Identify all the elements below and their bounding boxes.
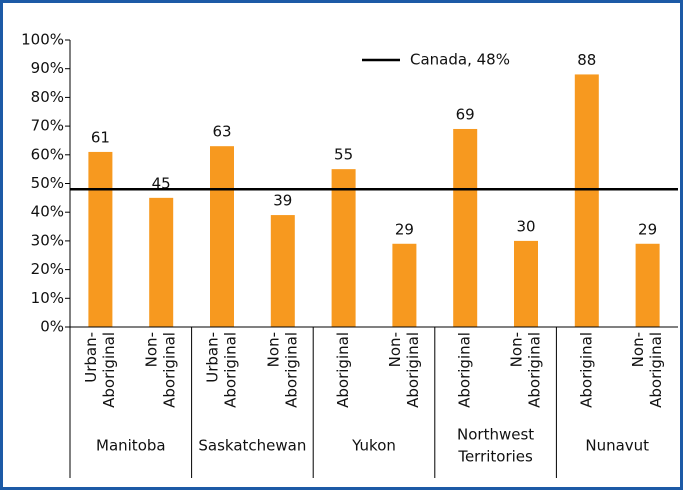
- data-label: 29: [638, 220, 657, 238]
- bar: [453, 128, 478, 327]
- data-label: 55: [334, 146, 353, 164]
- x-tick-label: Aboriginal: [577, 332, 595, 408]
- group-label: Yukon: [351, 437, 396, 455]
- group-label: Territories: [457, 448, 533, 466]
- x-tick-label: Aboriginal: [222, 332, 240, 408]
- y-tick-label: 20%: [31, 260, 64, 278]
- x-tick-label: Aboriginal: [282, 332, 300, 408]
- group-label: Nunavut: [585, 437, 649, 455]
- y-tick-label: 80%: [31, 88, 64, 106]
- x-tick-label: Aboriginal: [100, 332, 118, 408]
- y-tick-label: 10%: [31, 289, 64, 307]
- x-tick-label: Aboriginal: [334, 332, 352, 408]
- bar: [331, 169, 356, 327]
- x-tick-label: Non-: [143, 332, 161, 367]
- x-tick-label: Aboriginal: [456, 332, 474, 408]
- y-tick-label: 40%: [31, 203, 64, 221]
- x-tick-label: Urban-: [204, 332, 222, 383]
- x-tick-label: Non-: [629, 332, 647, 367]
- x-tick-label: Aboriginal: [526, 332, 544, 408]
- bar: [392, 243, 417, 327]
- group-label: Northwest: [457, 426, 534, 444]
- data-label: 29: [395, 220, 414, 238]
- data-label: 88: [577, 51, 596, 69]
- x-tick-label: Non-: [386, 332, 404, 367]
- bar: [514, 240, 538, 327]
- x-tick-label: Urban-: [82, 332, 100, 383]
- x-tick-label: Aboriginal: [404, 332, 422, 408]
- data-label: 63: [212, 123, 231, 141]
- group-label: Saskatchewan: [198, 437, 306, 455]
- y-tick-label: 100%: [21, 31, 64, 49]
- x-tick-label: Aboriginal: [161, 332, 179, 408]
- y-tick-label: 50%: [31, 174, 64, 192]
- x-tick-label: Aboriginal: [647, 332, 665, 408]
- bar: [149, 197, 174, 327]
- data-label: 39: [273, 192, 292, 210]
- data-label: 45: [152, 174, 171, 192]
- bar: [270, 215, 295, 327]
- y-tick-label: 0%: [40, 318, 64, 336]
- data-label: 61: [91, 128, 110, 146]
- y-tick-label: 60%: [31, 145, 64, 163]
- data-label: 30: [516, 217, 535, 235]
- data-label: 69: [456, 105, 475, 123]
- bar: [210, 146, 234, 327]
- bar: [574, 74, 599, 327]
- x-tick-label: Non-: [508, 332, 526, 367]
- legend-label: Canada, 48%: [410, 51, 510, 69]
- y-tick-label: 30%: [31, 231, 64, 249]
- y-tick-label: 90%: [31, 59, 64, 77]
- bar: [88, 151, 113, 327]
- x-tick-label: Non-: [264, 332, 282, 367]
- y-tick-label: 70%: [31, 117, 64, 135]
- group-label: Manitoba: [96, 437, 166, 455]
- bar: [635, 243, 660, 327]
